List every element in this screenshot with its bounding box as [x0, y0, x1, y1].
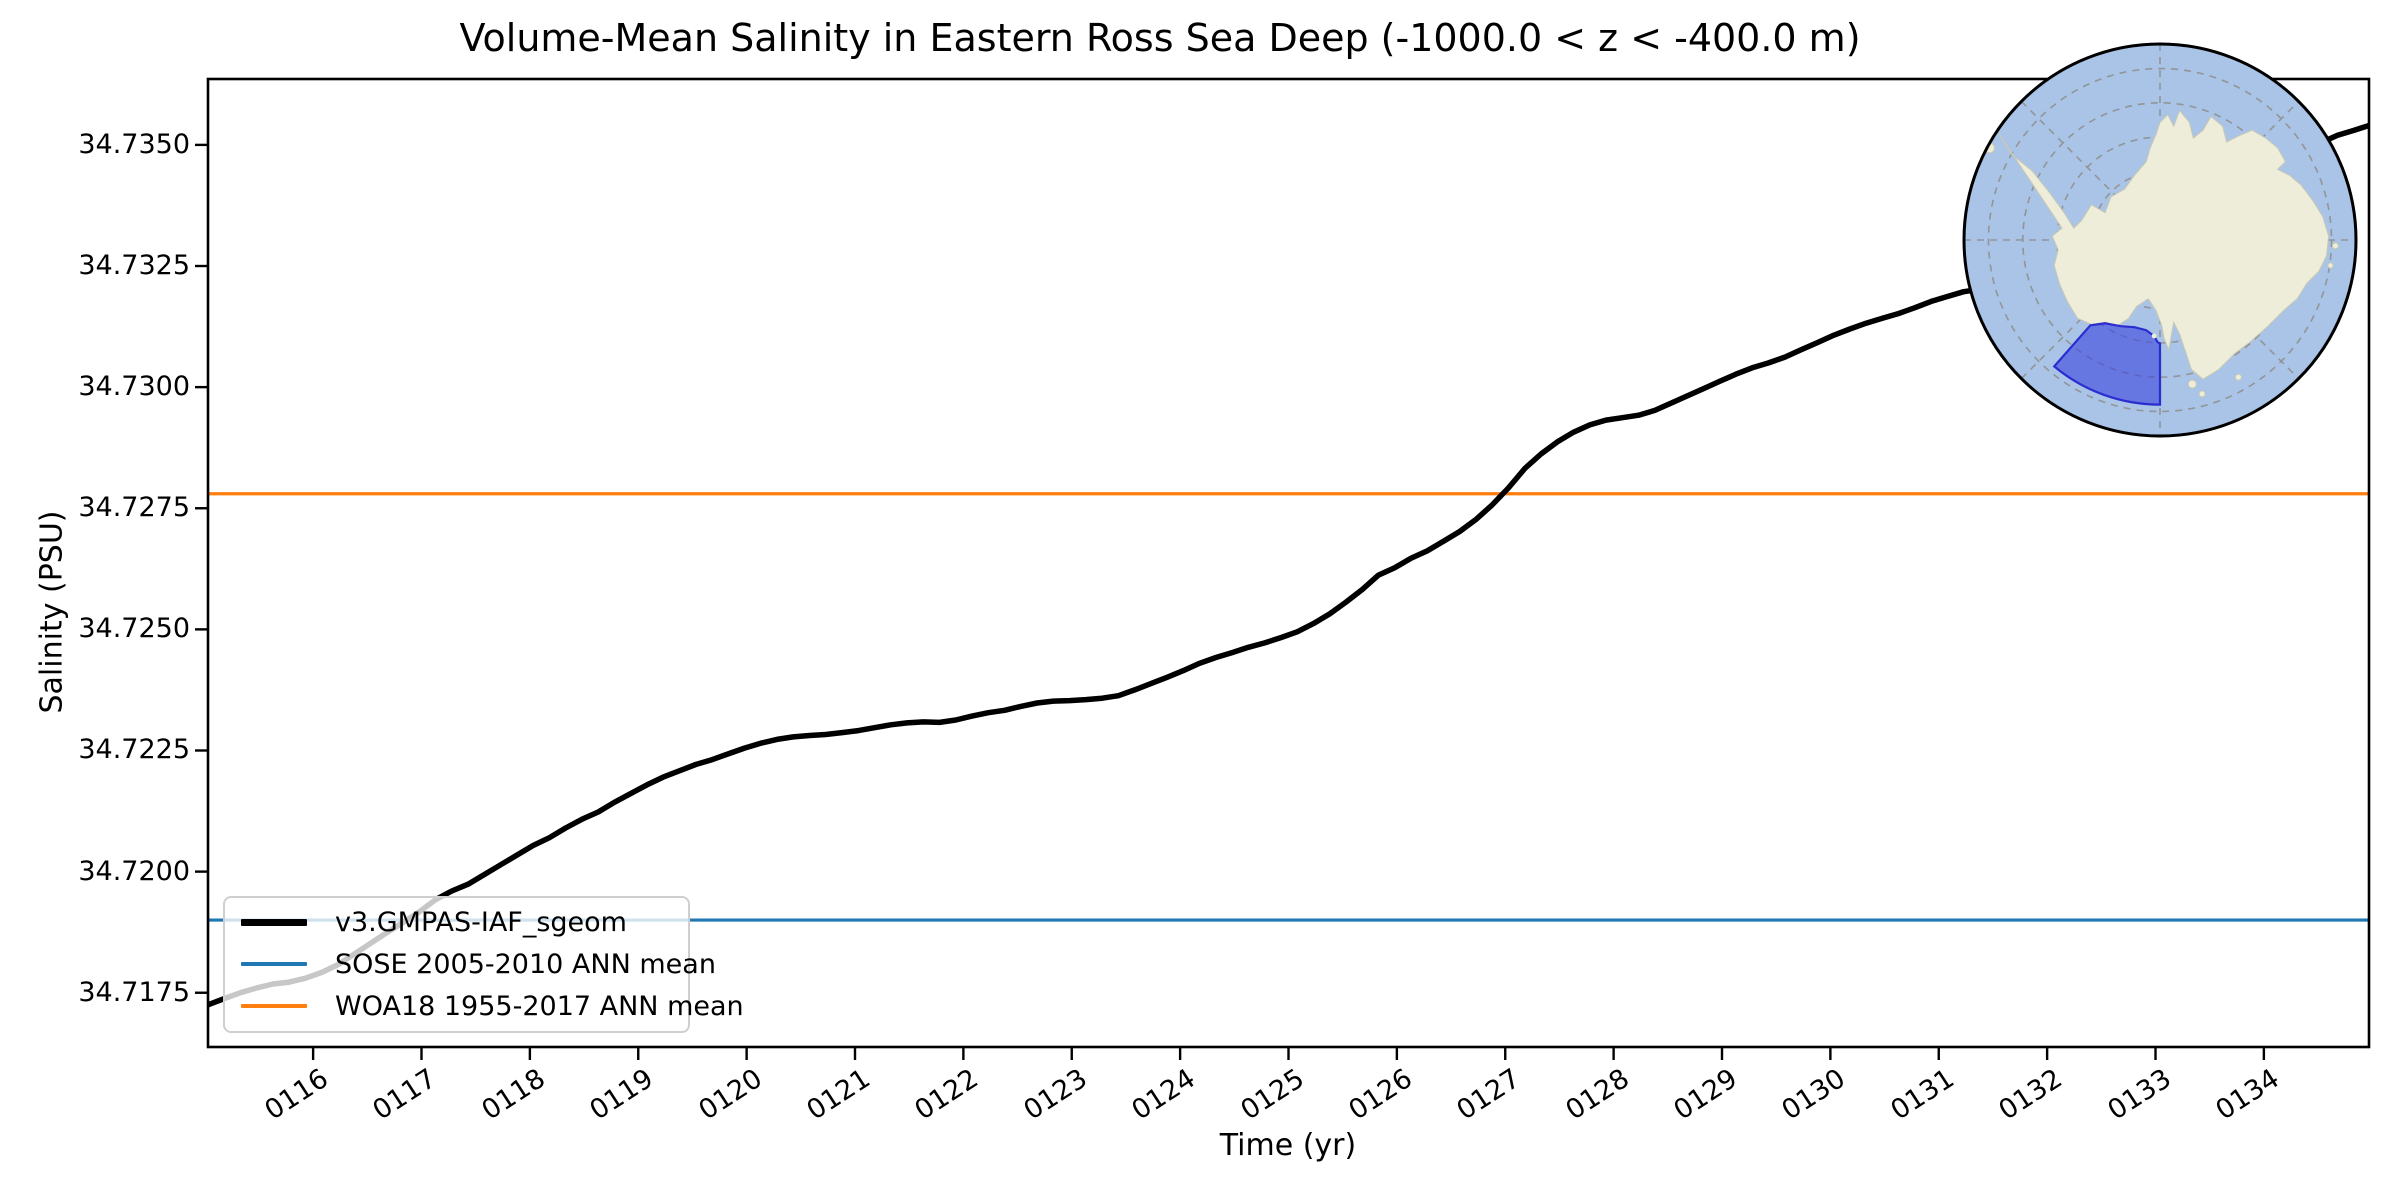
x-axis-label: Time (yr) — [1219, 1128, 1357, 1163]
legend-label: SOSE 2005-2010 ANN mean — [335, 948, 716, 980]
legend-item-sose: SOSE 2005-2010 ANN mean — [225, 944, 716, 984]
tick-marks — [195, 143, 2266, 1060]
legend-item-model: v3.GMPAS-IAF_sgeom — [225, 903, 688, 943]
legend: v3.GMPAS-IAF_sgeom SOSE 2005-2010 ANN me… — [223, 896, 744, 1033]
y-tick-label: 34.7325 — [78, 250, 190, 281]
legend-label: v3.GMPAS-IAF_sgeom — [335, 907, 627, 939]
polar-stereographic-map — [1962, 42, 2358, 438]
y-tick-label: 34.7225 — [78, 734, 190, 766]
legend-item-woa18: WOA18 1955-2017 ANN mean — [225, 986, 744, 1026]
eastern-ross-sea-region — [2052, 322, 2162, 406]
y-tick-label: 34.7200 — [78, 855, 190, 887]
woa18-line-swatch — [241, 1004, 307, 1009]
y-tick-label: 34.7250 — [78, 613, 190, 645]
y-tick-label: 34.7350 — [78, 128, 190, 160]
ross-region-islet — [2151, 333, 2157, 339]
sose-line-swatch — [241, 962, 307, 967]
globe-outline — [1962, 42, 2358, 438]
y-tick-label: 34.7275 — [78, 492, 190, 524]
y-tick-label: 34.7175 — [78, 976, 190, 1008]
model-line-swatch — [241, 919, 307, 927]
antarctica-inset-map — [1960, 40, 2360, 440]
axes-box — [206, 77, 2371, 1049]
y-tick-label: 34.7300 — [78, 371, 190, 403]
chart-title: Volume-Mean Salinity in Eastern Ross Sea… — [459, 16, 1861, 60]
legend-label: WOA18 1955-2017 ANN mean — [335, 990, 744, 1022]
